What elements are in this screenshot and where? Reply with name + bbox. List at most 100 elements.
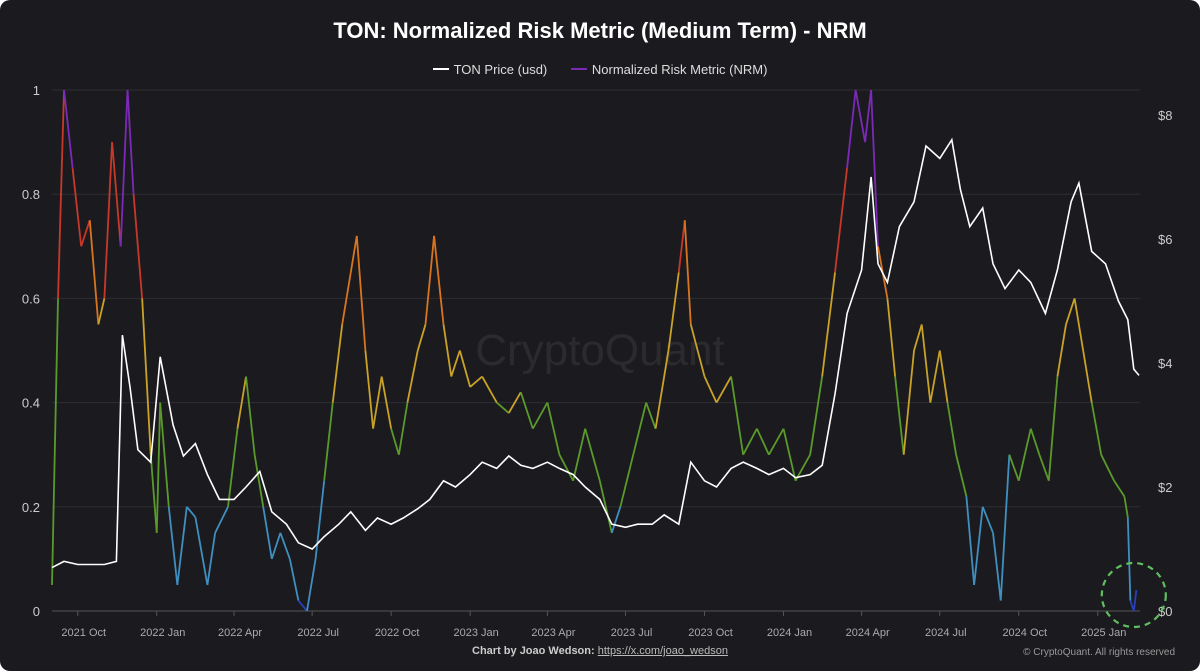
y-left-tick-label: 0.2 (22, 500, 40, 515)
nrm-segment (51, 298, 59, 585)
nrm-segment (442, 324, 453, 377)
nrm-segment (132, 194, 144, 299)
y-right-tick-label: $2 (1158, 480, 1172, 495)
nrm-segment (946, 402, 957, 455)
x-tick-label: 2022 Jul (297, 627, 339, 639)
nrm-segment (532, 402, 549, 430)
legend-label-nrm: Normalized Risk Metric (NRM) (591, 61, 768, 77)
x-tick-label: 2024 Apr (846, 627, 890, 639)
highlight-circle (1100, 561, 1167, 629)
nrm-segment (584, 428, 601, 481)
nrm-segment (920, 324, 932, 403)
nrm-segment (186, 506, 197, 518)
nrm-segment (458, 350, 471, 388)
legend-swatch-price (432, 68, 449, 70)
nrm-segment (355, 235, 367, 351)
x-tick-label: 2024 Jan (767, 627, 812, 639)
legend-item-price[interactable]: TON Price (usd) (432, 62, 547, 77)
y-right-tick-label: $8 (1158, 108, 1172, 123)
nrm-segment (992, 532, 1002, 601)
nrm-segment (546, 402, 561, 455)
nrm-segment (955, 454, 968, 497)
nrm-segment (1082, 350, 1093, 403)
x-tick-label: 2024 Oct (1002, 627, 1047, 639)
nrm-segment (1029, 428, 1041, 455)
nrm-segment (469, 375, 483, 388)
nrm-segment (262, 506, 273, 560)
nrm-segment (227, 428, 239, 507)
nrm-segment (913, 324, 923, 351)
nrm-segment (981, 506, 994, 534)
nrm-segment (372, 376, 383, 429)
nrm-segment (167, 506, 179, 586)
nrm-segment (103, 142, 113, 299)
nrm-segment (1073, 298, 1085, 351)
nrm-segment (973, 506, 984, 586)
nrm-segment (1017, 428, 1032, 481)
nrm-segment (645, 402, 657, 429)
nrm-segment (450, 350, 461, 377)
nrm-segment (206, 532, 217, 586)
x-tick-label: 2023 Jan (453, 627, 498, 639)
nrm-segment (397, 402, 409, 455)
nrm-segment (194, 517, 209, 586)
legend: TON Price (usd) Normalized Risk Metric (… (0, 58, 1200, 77)
nrm-segment (1047, 376, 1059, 481)
nrm-segment (496, 401, 510, 414)
legend-item-nrm[interactable]: Normalized Risk Metric (NRM) (570, 61, 768, 77)
nrm-segment (619, 454, 635, 508)
nrm-segment (768, 428, 785, 456)
nrm-segment (507, 391, 522, 414)
y-left-tick-label: 0.4 (22, 396, 40, 411)
nrm-segment (558, 454, 574, 482)
footer: Chart by Joao Wedson: https://x.com/joao… (0, 645, 1200, 657)
nrm-segment (938, 350, 949, 403)
nrm-segment (1008, 454, 1020, 482)
nrm-segment (159, 402, 170, 507)
nrm-segment (416, 324, 427, 351)
footer-credit: Chart by Joao Wedson: (472, 645, 595, 657)
nrm-segment (253, 454, 265, 507)
nrm-segment (63, 89, 74, 169)
nrm-segment (834, 168, 848, 273)
nrm-segment (894, 376, 905, 455)
nrm-segment (683, 220, 692, 325)
nrm-segment (323, 402, 334, 481)
y-left-tick-label: 1 (33, 83, 40, 98)
nrm-segment (149, 454, 158, 533)
nrm-segment (572, 428, 587, 481)
nrm-segment (854, 89, 866, 143)
nrm-segment (1065, 298, 1076, 325)
y-left-tick-label: 0.6 (22, 291, 40, 306)
watermark: CryptoQuant (475, 326, 724, 375)
y-right-tick-label: $4 (1158, 356, 1172, 371)
nrm-segment (80, 219, 91, 247)
nrm-segment (406, 350, 419, 403)
nrm-segment (689, 324, 706, 377)
nrm-segment (270, 532, 282, 560)
x-tick-label: 2022 Oct (375, 627, 420, 639)
nrm-segment (176, 506, 188, 586)
nrm-segment (756, 428, 770, 456)
nrm-segment (433, 235, 445, 325)
nrm-segment (341, 272, 352, 325)
nrm-segment (632, 402, 648, 455)
nrm-segment (141, 298, 152, 455)
nrm-segment (864, 89, 872, 143)
y-right-tick-label: $0 (1158, 604, 1172, 619)
footer-link[interactable]: https://x.com/joao_wedson (597, 645, 728, 657)
nrm-segment (929, 350, 941, 403)
nrm-segment (821, 272, 836, 377)
x-tick-label: 2023 Jul (611, 627, 653, 639)
nrm-segment (1038, 454, 1050, 482)
nrm-segment (886, 298, 897, 377)
price-line (51, 137, 1140, 569)
nrm-segment (88, 220, 100, 325)
nrm-segment (306, 558, 317, 612)
nrm-segment (598, 480, 613, 534)
x-tick-label: 2024 Jul (925, 627, 967, 639)
nrm-segment (742, 428, 758, 456)
nrm-segment (119, 89, 129, 247)
